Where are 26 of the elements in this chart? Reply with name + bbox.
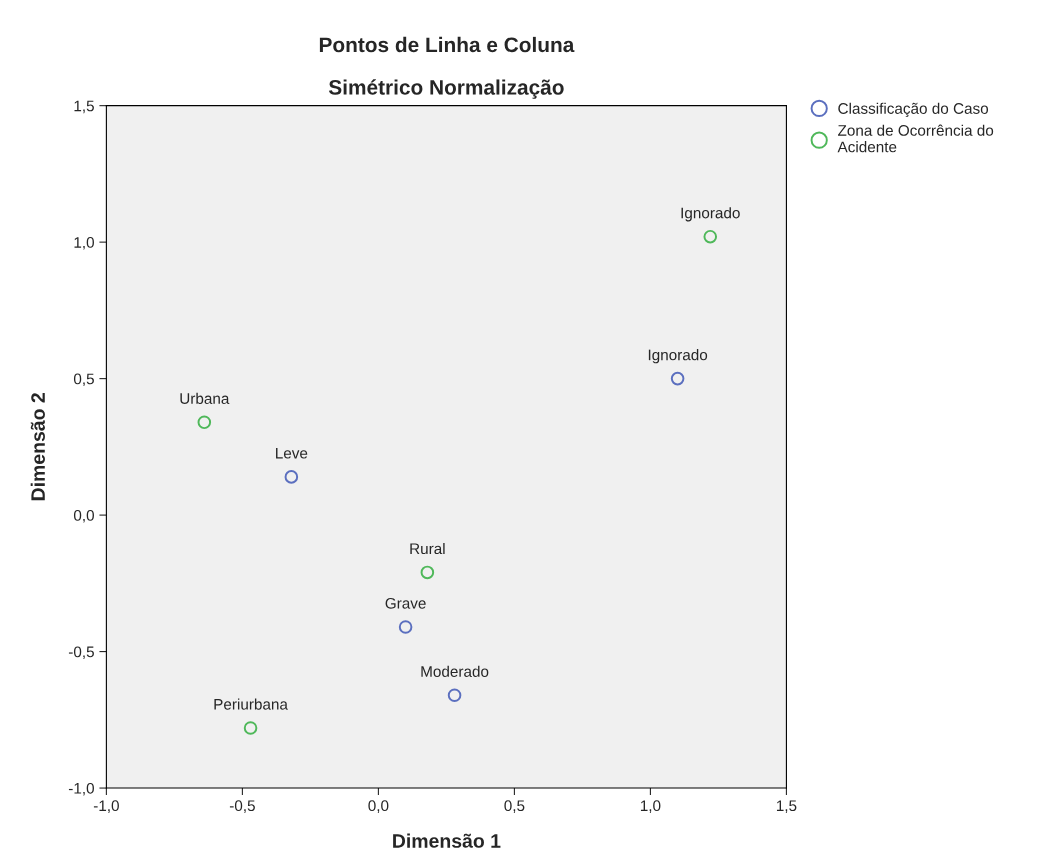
x-tick-label: 1,5	[776, 800, 797, 813]
y-tick-label: 1,5	[74, 100, 94, 114]
x-tick-label: -1,0	[93, 800, 119, 813]
annotation: Leve	[276, 447, 308, 459]
x-tick-label: -0,5	[229, 800, 255, 813]
annotation: Periurbana	[214, 698, 288, 710]
x-tick-label: 0,5	[504, 800, 525, 813]
legend-label: Zona de Ocorrência do Acidente	[837, 124, 994, 153]
y-tick-label: -0,5	[68, 646, 94, 660]
annotation: Ignorado	[648, 349, 708, 364]
chart-subtitle: Simétrico Normalização	[328, 79, 564, 99]
annotation: Rural	[410, 542, 445, 555]
y-axis-title: Dimensão 2	[30, 393, 45, 501]
y-tick-label: 0,5	[73, 373, 94, 387]
annotation: Moderado	[421, 665, 489, 677]
x-tick-label: 0,0	[368, 800, 389, 813]
annotation: Urbana	[180, 392, 230, 404]
y-tick-label: 1,0	[74, 237, 94, 250]
chart-title: Pontos de Linha e Coluna	[319, 36, 575, 53]
y-tick-label: -1,0	[68, 782, 94, 796]
y-tick-label: 0,0	[73, 509, 94, 523]
x-axis-title: Dimensão 1	[393, 833, 501, 848]
legend-label: Classificação do Caso	[838, 102, 989, 118]
annotation: Grave	[385, 597, 426, 609]
annotation: Ignorado	[681, 207, 740, 222]
x-tick-label: 1,0	[640, 800, 661, 813]
